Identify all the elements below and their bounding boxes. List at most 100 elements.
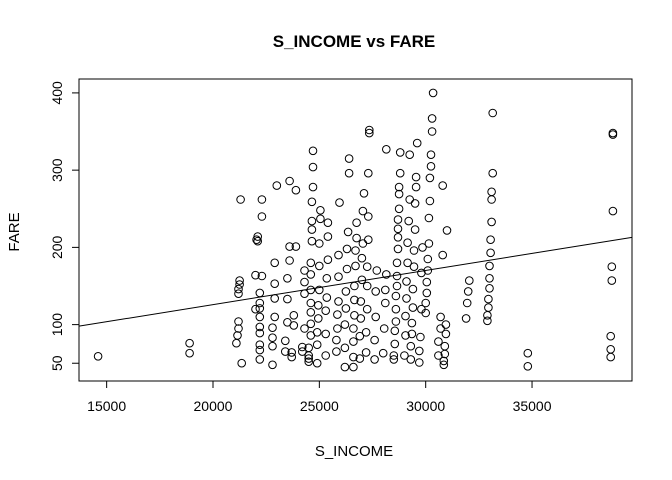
data-point <box>465 276 474 285</box>
data-point <box>427 127 437 136</box>
data-point <box>606 345 616 354</box>
data-point <box>483 311 492 320</box>
y-tick-label: 100 <box>49 313 65 337</box>
data-point <box>411 182 421 192</box>
data-point <box>268 323 277 333</box>
data-point <box>270 258 280 268</box>
data-point <box>608 206 618 216</box>
data-point <box>255 288 265 298</box>
data-point <box>395 148 405 157</box>
data-point <box>308 162 318 172</box>
data-point <box>364 168 373 178</box>
data-point <box>434 351 443 360</box>
data-point <box>314 301 323 310</box>
data-point <box>349 362 358 372</box>
data-point <box>434 337 443 346</box>
data-point <box>392 281 402 291</box>
data-point <box>307 236 317 246</box>
data-point <box>410 225 420 234</box>
data-point <box>356 314 366 323</box>
data-point <box>463 287 473 296</box>
data-point <box>272 181 282 190</box>
data-point <box>257 212 267 221</box>
data-point <box>306 285 316 295</box>
data-point <box>342 264 352 274</box>
data-point <box>362 281 372 291</box>
data-point <box>421 308 431 318</box>
data-point <box>415 346 424 356</box>
data-point <box>312 340 322 350</box>
data-point <box>361 328 371 337</box>
data-point <box>390 339 400 349</box>
data-point <box>416 332 425 342</box>
data-point <box>289 311 299 320</box>
data-point <box>285 176 294 186</box>
data-point <box>404 216 414 226</box>
data-point <box>488 168 498 178</box>
y-axis: 50 100 200 300 400 <box>49 81 80 371</box>
data-point <box>268 360 277 370</box>
y-axis-label: FARE <box>6 212 23 251</box>
data-point <box>253 232 263 241</box>
data-point <box>255 340 265 350</box>
plot-area <box>78 78 633 382</box>
data-point <box>287 352 297 362</box>
data-point <box>316 214 325 224</box>
data-point <box>332 335 341 345</box>
data-point <box>411 172 421 182</box>
data-point <box>298 342 307 352</box>
data-point <box>422 288 432 298</box>
data-point <box>335 198 344 207</box>
data-point <box>425 196 435 206</box>
data-point <box>487 217 496 227</box>
data-point <box>372 266 382 275</box>
data-point <box>270 294 280 303</box>
data-point <box>287 348 297 357</box>
data-point <box>306 298 316 308</box>
data-point <box>307 225 317 234</box>
data-point <box>308 146 318 156</box>
x-tick-label: 30000 <box>406 398 445 414</box>
data-point <box>351 246 360 255</box>
data-point <box>236 195 245 204</box>
data-point <box>440 341 450 351</box>
data-point <box>483 316 492 326</box>
data-point <box>306 308 316 317</box>
data-point <box>340 320 350 329</box>
data-point <box>307 216 317 226</box>
data-point <box>523 348 533 358</box>
data-point <box>441 320 451 329</box>
data-point <box>233 331 242 340</box>
y-tick-label: 50 <box>49 355 65 371</box>
data-point <box>268 341 277 351</box>
data-point <box>185 338 194 348</box>
data-point <box>352 218 361 227</box>
data-point <box>298 347 307 356</box>
data-point <box>251 270 260 280</box>
data-point <box>484 303 493 312</box>
data-points <box>93 88 618 372</box>
data-point <box>237 358 246 368</box>
x-tick-label: 35000 <box>513 398 552 414</box>
data-point <box>485 284 494 293</box>
data-point <box>316 206 325 215</box>
data-point <box>351 261 360 271</box>
data-point <box>333 324 342 333</box>
data-point <box>312 328 322 337</box>
data-point <box>487 187 496 197</box>
data-point <box>255 298 265 308</box>
regression-line-group <box>78 236 633 327</box>
data-point <box>255 312 265 322</box>
data-point <box>394 189 404 199</box>
data-point <box>314 314 323 323</box>
data-point <box>255 322 265 332</box>
data-point <box>234 317 243 326</box>
x-tick-label: 20000 <box>194 398 233 414</box>
data-point <box>487 195 496 204</box>
data-point <box>358 206 368 216</box>
data-point <box>285 256 294 265</box>
data-point <box>462 298 472 308</box>
data-point <box>323 255 333 265</box>
data-point <box>418 243 427 252</box>
data-point <box>285 242 294 251</box>
